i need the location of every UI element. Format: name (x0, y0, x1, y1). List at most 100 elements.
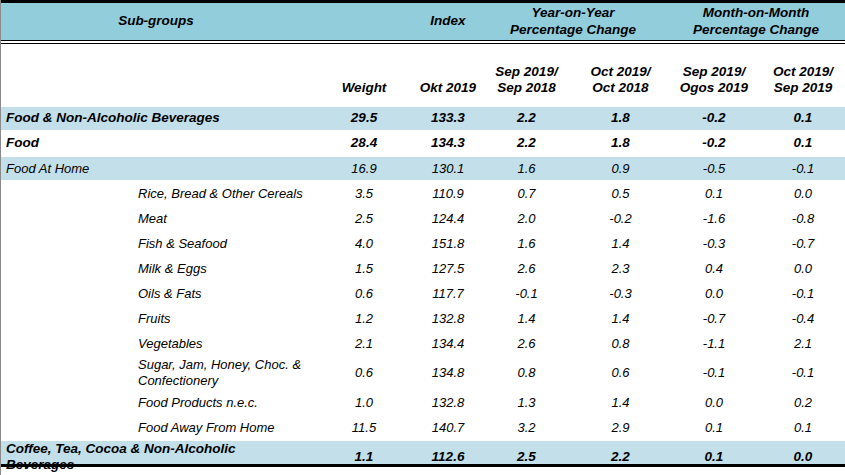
yoy-sep2019-sep2018-value: 2.2 (479, 107, 574, 130)
mom-sep2019-ogos2019-value: -0.1 (667, 357, 761, 389)
mom-sep2019-ogos2019-value: 0.0 (667, 391, 761, 414)
header-yoy-group: Year-on-Year Percentage Change (479, 3, 667, 40)
header-weight: Weight (311, 44, 417, 105)
yoy-oct2019-oct2018-value: 1.4 (574, 391, 667, 414)
table-row: Food At Home 16.9 130.1 1.6 0.9 -0.5 -0.… (1, 157, 845, 182)
weight-value: 16.9 (311, 157, 417, 180)
yoy-sep2019-sep2018-value: 0.8 (479, 357, 574, 389)
yoy-sep2019-sep2018-value: 3.2 (479, 416, 574, 439)
table-row: Fruits 1.2 132.8 1.4 1.4 -0.7 -0.4 (1, 307, 845, 332)
index-value: 140.7 (417, 416, 479, 439)
table-row: Fish & Seafood 4.0 151.8 1.6 1.4 -0.3 -0… (1, 232, 845, 257)
mom-sep2019-ogos2019-value: 0.1 (667, 441, 761, 473)
table-row: Rice, Bread & Other Cereals 3.5 110.9 0.… (1, 182, 845, 207)
table-header-columns: Weight Okt 2019 Sep 2019/ Sep 2018 Oct 2… (1, 44, 845, 105)
header-mom-col1: Sep 2019/ Ogos 2019 (667, 44, 761, 105)
table-row: Milk & Eggs 1.5 127.5 2.6 2.3 0.4 0.0 (1, 257, 845, 282)
yoy-sep2019-sep2018-value: 2.5 (479, 441, 574, 473)
table-row: Oils & Fats 0.6 117.7 -0.1 -0.3 0.0 -0.1 (1, 282, 845, 307)
yoy-oct2019-oct2018-value: 0.9 (574, 157, 667, 180)
yoy-sep2019-sep2018-value: 2.2 (479, 132, 574, 155)
subgroup-label: Coffee, Tea, Cocoa & Non-Alcoholic Bever… (1, 441, 311, 473)
header-index: Index (417, 3, 479, 40)
yoy-oct2019-oct2018-value: -0.3 (574, 282, 667, 305)
weight-value: 28.4 (311, 132, 417, 155)
mom-oct2019-sep2019-value: 2.1 (761, 332, 845, 355)
header-weight-spacer (311, 3, 417, 40)
weight-value: 1.1 (311, 441, 417, 473)
subgroup-label: Food Away From Home (1, 416, 311, 439)
index-value: 130.1 (417, 157, 479, 180)
weight-value: 2.1 (311, 332, 417, 355)
mom-oct2019-sep2019-value: 0.1 (761, 107, 845, 130)
weight-value: 1.5 (311, 257, 417, 280)
mom-sep2019-ogos2019-value: 0.0 (667, 282, 761, 305)
mom-oct2019-sep2019-value: 0.2 (761, 391, 845, 414)
subgroup-label: Sugar, Jam, Honey, Choc. & Confectionery (1, 357, 311, 389)
table-body: Food & Non-Alcoholic Beverages 29.5 133.… (1, 107, 845, 467)
mom-sep2019-ogos2019-value: -0.7 (667, 307, 761, 330)
yoy-oct2019-oct2018-value: 1.8 (574, 107, 667, 130)
weight-value: 1.0 (311, 391, 417, 414)
yoy-oct2019-oct2018-value: 0.8 (574, 332, 667, 355)
yoy-oct2019-oct2018-value: 2.2 (574, 441, 667, 473)
subgroup-label: Food At Home (1, 157, 311, 180)
table-row: Vegetables 2.1 134.4 2.6 0.8 -1.1 2.1 (1, 332, 845, 357)
weight-value: 4.0 (311, 232, 417, 255)
weight-value: 2.5 (311, 207, 417, 230)
weight-value: 29.5 (311, 107, 417, 130)
index-value: 124.4 (417, 207, 479, 230)
weight-value: 1.2 (311, 307, 417, 330)
cpi-subgroups-table: Sub-groups Index Year-on-Year Percentage… (0, 0, 845, 475)
subgroup-label: Milk & Eggs (1, 257, 311, 280)
mom-oct2019-sep2019-value: 0.0 (761, 182, 845, 205)
mom-sep2019-ogos2019-value: -0.3 (667, 232, 761, 255)
index-value: 134.3 (417, 132, 479, 155)
yoy-sep2019-sep2018-value: 1.3 (479, 391, 574, 414)
header-mom-group: Month-on-Month Percentage Change (667, 3, 845, 40)
mom-oct2019-sep2019-value: -0.1 (761, 282, 845, 305)
yoy-sep2019-sep2018-value: 1.4 (479, 307, 574, 330)
yoy-sep2019-sep2018-value: 2.0 (479, 207, 574, 230)
header-yoy-col2: Oct 2019/ Oct 2018 (574, 44, 667, 105)
mom-sep2019-ogos2019-value: -0.2 (667, 132, 761, 155)
mom-sep2019-ogos2019-value: 0.1 (667, 416, 761, 439)
mom-sep2019-ogos2019-value: 0.4 (667, 257, 761, 280)
yoy-sep2019-sep2018-value: 1.6 (479, 157, 574, 180)
table-row: Meat 2.5 124.4 2.0 -0.2 -1.6 -0.8 (1, 207, 845, 232)
index-value: 112.6 (417, 441, 479, 473)
mom-oct2019-sep2019-value: -0.8 (761, 207, 845, 230)
index-value: 117.7 (417, 282, 479, 305)
weight-value: 11.5 (311, 416, 417, 439)
yoy-oct2019-oct2018-value: 0.5 (574, 182, 667, 205)
mom-sep2019-ogos2019-value: -1.1 (667, 332, 761, 355)
mom-oct2019-sep2019-value: 0.0 (761, 441, 845, 473)
header-index-period: Okt 2019 (417, 44, 479, 105)
subgroup-label: Fruits (1, 307, 311, 330)
yoy-oct2019-oct2018-value: -0.2 (574, 207, 667, 230)
mom-oct2019-sep2019-value: -0.1 (761, 357, 845, 389)
table-row: Food & Non-Alcoholic Beverages 29.5 133.… (1, 107, 845, 132)
mom-sep2019-ogos2019-value: -1.6 (667, 207, 761, 230)
yoy-sep2019-sep2018-value: -0.1 (479, 282, 574, 305)
subgroup-label: Rice, Bread & Other Cereals (1, 182, 311, 205)
yoy-oct2019-oct2018-value: 1.8 (574, 132, 667, 155)
index-value: 133.3 (417, 107, 479, 130)
subgroup-label: Food Products n.e.c. (1, 391, 311, 414)
weight-value: 0.6 (311, 282, 417, 305)
index-value: 151.8 (417, 232, 479, 255)
yoy-oct2019-oct2018-value: 0.6 (574, 357, 667, 389)
mom-oct2019-sep2019-value: 0.1 (761, 416, 845, 439)
yoy-sep2019-sep2018-value: 2.6 (479, 332, 574, 355)
header-subgroups: Sub-groups (1, 3, 311, 40)
index-value: 132.8 (417, 391, 479, 414)
weight-value: 0.6 (311, 357, 417, 389)
yoy-sep2019-sep2018-value: 0.7 (479, 182, 574, 205)
mom-oct2019-sep2019-value: -0.7 (761, 232, 845, 255)
subgroup-label: Vegetables (1, 332, 311, 355)
mom-oct2019-sep2019-value: 0.0 (761, 257, 845, 280)
header-mom-col2: Oct 2019/ Sep 2019 (761, 44, 845, 105)
mom-oct2019-sep2019-value: -0.4 (761, 307, 845, 330)
table-row: Sugar, Jam, Honey, Choc. & Confectionery… (1, 357, 845, 391)
yoy-oct2019-oct2018-value: 2.9 (574, 416, 667, 439)
